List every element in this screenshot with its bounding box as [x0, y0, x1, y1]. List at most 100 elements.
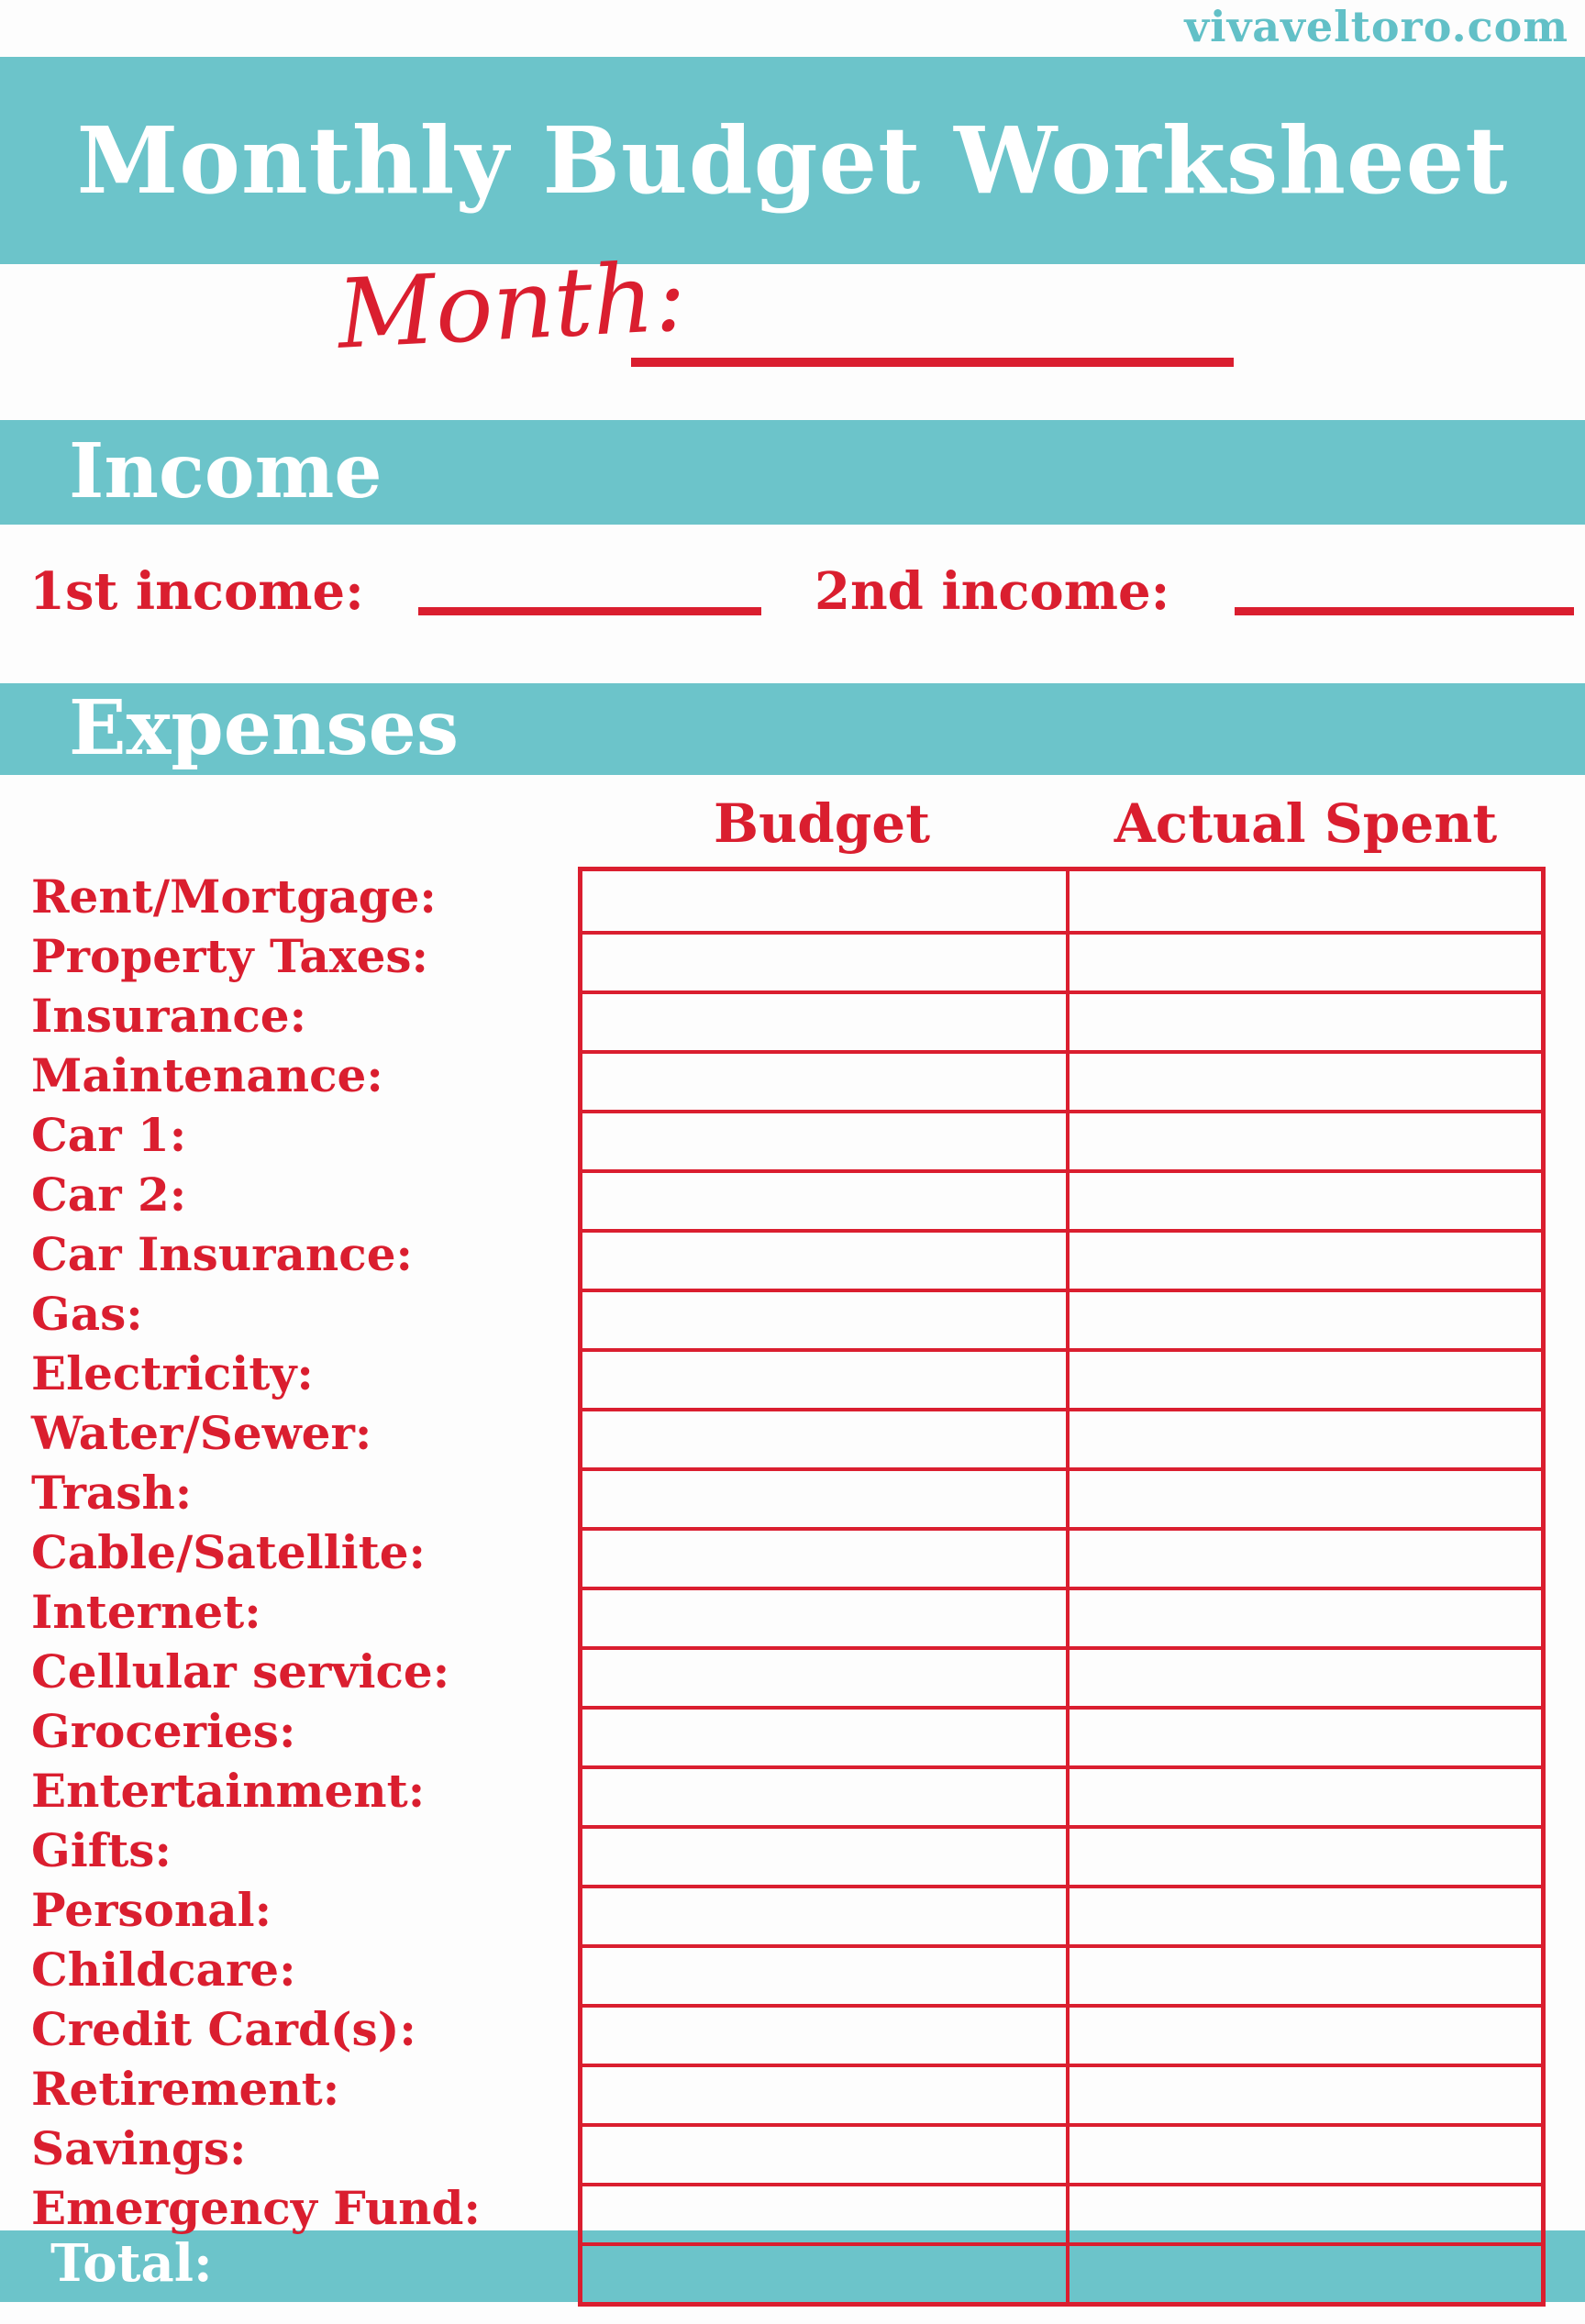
budget-cell[interactable]	[582, 935, 1066, 990]
actual-spent-cell[interactable]	[1066, 2067, 1541, 2123]
table-row	[582, 990, 1541, 1050]
budget-cell[interactable]	[582, 2127, 1066, 2183]
table-row	[582, 1050, 1541, 1110]
table-row	[582, 1646, 1541, 1706]
actual-spent-cell[interactable]	[1066, 1292, 1541, 1348]
expense-row-label: Childcare:	[31, 1942, 296, 1997]
budget-cell[interactable]	[582, 1471, 1066, 1527]
title-banner: Monthly Budget Worksheet	[0, 57, 1585, 264]
actual-spent-cell[interactable]	[1066, 1531, 1541, 1587]
expense-row-label: Personal:	[31, 1883, 272, 1937]
budget-cell[interactable]	[582, 1710, 1066, 1765]
actual-spent-cell[interactable]	[1066, 1948, 1541, 2004]
expense-row-label: Water/Sewer:	[31, 1406, 372, 1460]
table-row	[582, 2123, 1541, 2183]
expense-row-label: Car Insurance:	[31, 1227, 413, 1281]
table-row	[582, 1765, 1541, 1825]
actual-spent-cell[interactable]	[1066, 871, 1541, 931]
budget-cell[interactable]	[582, 1888, 1066, 1944]
budget-cell[interactable]	[582, 1113, 1066, 1169]
budget-cell[interactable]	[582, 2067, 1066, 2123]
expense-row-label: Savings:	[31, 2121, 247, 2175]
table-row	[582, 931, 1541, 990]
table-row	[582, 1110, 1541, 1169]
budget-cell[interactable]	[582, 1590, 1066, 1646]
actual-spent-cell[interactable]	[1066, 1411, 1541, 1467]
expense-row-label: Insurance:	[31, 989, 307, 1043]
first-income-input-line[interactable]	[418, 607, 761, 615]
expense-row-label: Cellular service:	[31, 1644, 450, 1699]
actual-spent-cell[interactable]	[1066, 2186, 1541, 2242]
actual-spent-cell[interactable]	[1066, 994, 1541, 1050]
table-row	[582, 2183, 1541, 2242]
expense-row-label: Electricity:	[31, 1346, 314, 1400]
second-income-label: 2nd income:	[815, 561, 1170, 622]
expense-table	[578, 867, 1546, 2307]
budget-cell[interactable]	[582, 1292, 1066, 1348]
expenses-heading: Expenses	[69, 684, 460, 772]
total-row	[582, 2242, 1541, 2302]
table-row	[582, 1527, 1541, 1587]
budget-cell[interactable]	[582, 871, 1066, 931]
expense-row-label: Retirement:	[31, 2062, 340, 2116]
expense-row-label: Gifts:	[31, 1823, 172, 1877]
second-income-input-line[interactable]	[1235, 607, 1574, 615]
actual-spent-cell[interactable]	[1066, 1173, 1541, 1229]
month-input-line[interactable]	[631, 358, 1234, 367]
budget-cell[interactable]	[582, 1769, 1066, 1825]
table-row	[582, 1348, 1541, 1408]
actual-spent-cell[interactable]	[1066, 1888, 1541, 1944]
table-row	[582, 1825, 1541, 1885]
budget-cell[interactable]	[582, 1948, 1066, 2004]
actual-spent-cell[interactable]	[1066, 1829, 1541, 1885]
actual-spent-cell[interactable]	[1066, 1054, 1541, 1110]
budget-cell[interactable]	[582, 994, 1066, 1050]
expense-row-label: Trash:	[31, 1466, 193, 1520]
table-row	[582, 1944, 1541, 2004]
actual-spent-cell[interactable]	[1066, 1113, 1541, 1169]
table-row	[582, 1587, 1541, 1646]
actual-spent-cell[interactable]	[1066, 2246, 1541, 2302]
budget-cell[interactable]	[582, 1173, 1066, 1229]
expense-row-label: Credit Card(s):	[31, 2002, 416, 2056]
table-row	[582, 1885, 1541, 1944]
budget-cell[interactable]	[582, 1411, 1066, 1467]
total-label: Total:	[50, 2233, 213, 2294]
expense-row-label: Emergency Fund:	[31, 2181, 481, 2235]
actual-spent-cell[interactable]	[1066, 1352, 1541, 1408]
actual-spent-cell[interactable]	[1066, 1650, 1541, 1706]
expense-row-label: Internet:	[31, 1585, 261, 1639]
expense-row-label: Maintenance:	[31, 1048, 383, 1102]
budget-cell[interactable]	[582, 1650, 1066, 1706]
expenses-section-banner: Expenses	[0, 683, 1585, 775]
budget-cell[interactable]	[582, 1352, 1066, 1408]
actual-spent-column-header: Actual Spent	[1114, 792, 1498, 855]
table-row	[582, 1229, 1541, 1289]
actual-spent-cell[interactable]	[1066, 935, 1541, 990]
budget-cell[interactable]	[582, 1054, 1066, 1110]
table-row	[582, 1706, 1541, 1765]
actual-spent-cell[interactable]	[1066, 2008, 1541, 2064]
budget-cell[interactable]	[582, 2246, 1066, 2302]
actual-spent-cell[interactable]	[1066, 2127, 1541, 2183]
budget-cell[interactable]	[582, 2186, 1066, 2242]
budget-cell[interactable]	[582, 1829, 1066, 1885]
month-label: Month:	[335, 240, 689, 371]
budget-cell[interactable]	[582, 1531, 1066, 1587]
table-row	[582, 871, 1541, 931]
expense-row-label: Entertainment:	[31, 1764, 426, 1818]
table-row	[582, 2064, 1541, 2123]
actual-spent-cell[interactable]	[1066, 1471, 1541, 1527]
income-section-banner: Income	[0, 420, 1585, 525]
expense-row-label: Gas:	[31, 1287, 143, 1341]
actual-spent-cell[interactable]	[1066, 1769, 1541, 1825]
table-row	[582, 1408, 1541, 1467]
actual-spent-cell[interactable]	[1066, 1710, 1541, 1765]
budget-cell[interactable]	[582, 1233, 1066, 1289]
actual-spent-cell[interactable]	[1066, 1233, 1541, 1289]
actual-spent-cell[interactable]	[1066, 1590, 1541, 1646]
site-credit: vivaveltoro.com	[1184, 2, 1568, 51]
budget-cell[interactable]	[582, 2008, 1066, 2064]
page-title: Monthly Budget Worksheet	[76, 106, 1509, 215]
